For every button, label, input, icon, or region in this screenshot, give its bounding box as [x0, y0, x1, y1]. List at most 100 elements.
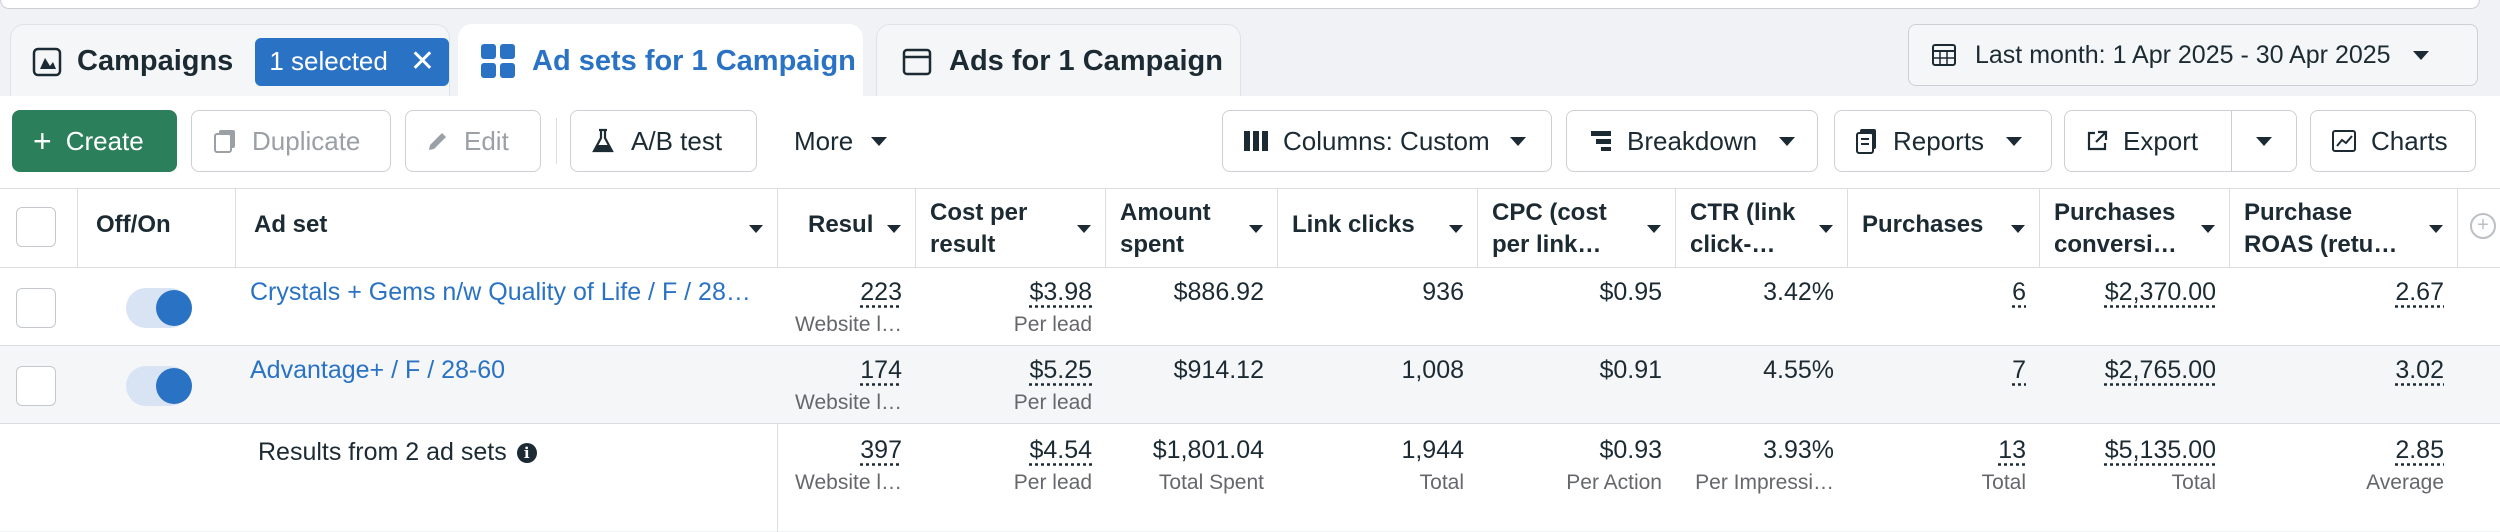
cost-sub: Per lead: [1013, 391, 1092, 414]
purchases-value[interactable]: 6: [2012, 278, 2026, 306]
header-cpc[interactable]: CPC (cost per link…: [1478, 189, 1676, 267]
header-cost-line2: result: [930, 231, 996, 258]
chevron-down-icon: [2006, 136, 2023, 146]
chevron-down-icon: [2412, 50, 2429, 60]
header-conv-line2: conversi…: [2054, 231, 2177, 258]
header-off-on-label: Off/On: [96, 211, 171, 238]
export-button[interactable]: Export: [2064, 110, 2232, 172]
row-toggle[interactable]: [126, 366, 192, 406]
summary-results-cell: 397 Website l…: [778, 436, 916, 495]
breakdown-label: Breakdown: [1627, 125, 1758, 156]
summary-conv-sub: Total: [2171, 471, 2216, 494]
ab-test-button[interactable]: A/B test: [570, 110, 757, 172]
row-toggle[interactable]: [126, 288, 192, 328]
cost-sub: Per lead: [1013, 313, 1092, 336]
summary-cpc-value: $0.93: [1599, 436, 1662, 464]
cost-value[interactable]: $5.25: [1029, 356, 1092, 384]
summary-amount-value: $1,801.04: [1152, 436, 1264, 464]
summary-purchases-value[interactable]: 13: [1998, 436, 2026, 464]
edit-button[interactable]: Edit: [405, 110, 541, 172]
header-amount-line2: spent: [1120, 231, 1185, 258]
summary-row: Results from 2 ad sets i 397 Website l… …: [0, 423, 2500, 532]
edit-label: Edit: [464, 125, 509, 156]
header-purchase-roas[interactable]: Purchase ROAS (retu…: [2230, 189, 2458, 267]
select-all-checkbox[interactable]: [16, 207, 56, 247]
row-checkbox[interactable]: [16, 366, 56, 406]
charts-button[interactable]: Charts: [2310, 110, 2476, 172]
create-button[interactable]: + Create: [12, 110, 177, 172]
breakdown-button[interactable]: Breakdown: [1566, 110, 1818, 172]
summary-cost-value[interactable]: $4.54: [1029, 436, 1092, 464]
date-range-picker[interactable]: Last month: 1 Apr 2025 - 30 Apr 2025: [1908, 24, 2478, 86]
more-label: More: [794, 125, 854, 156]
header-ctr[interactable]: CTR (link click-…: [1676, 189, 1848, 267]
campaign-flag-icon: [29, 44, 65, 80]
tab-adsets[interactable]: Ad sets for 1 Campaign: [458, 24, 863, 98]
tab-campaigns[interactable]: Campaigns 1 selected ✕: [10, 24, 450, 98]
duplicate-icon: [212, 128, 238, 154]
duplicate-button[interactable]: Duplicate: [191, 110, 391, 172]
purchases-conv-value[interactable]: $2,370.00: [2104, 278, 2216, 306]
purchases-value[interactable]: 7: [2012, 356, 2026, 384]
header-purchases[interactable]: Purchases: [1848, 189, 2040, 267]
header-link-clicks[interactable]: Link clicks: [1278, 189, 1478, 267]
header-ctr-line1: CTR (link: [1690, 199, 1796, 226]
tab-ads[interactable]: Ads for 1 Campaign: [876, 24, 1241, 98]
info-icon[interactable]: i: [516, 442, 537, 463]
ad-set-name-link[interactable]: Crystals + Gems n/w Quality of Life / F …: [250, 278, 751, 306]
chevron-down-icon: [871, 136, 888, 146]
summary-conv-cell: $5,135.00 Total: [2040, 436, 2230, 495]
summary-link-cell: 1,944 Total: [1278, 436, 1478, 495]
cost-value[interactable]: $3.98: [1029, 278, 1092, 306]
chevron-down-icon: [1779, 136, 1796, 146]
summary-results-value[interactable]: 397: [860, 436, 902, 464]
purchase-roas-value[interactable]: 2.67: [2395, 278, 2444, 306]
export-label: Export: [2123, 125, 2199, 156]
more-button[interactable]: More: [778, 110, 908, 172]
tab-adsets-label: Ad sets for 1 Campaign: [532, 44, 856, 77]
header-off-on[interactable]: Off/On: [78, 189, 236, 267]
table-row[interactable]: Crystals + Gems n/w Quality of Life / F …: [0, 267, 2500, 345]
header-cpc-line1: CPC (cost: [1492, 199, 1607, 226]
header-conv-line1: Purchases: [2054, 199, 2176, 226]
results-sub: Website l…: [795, 313, 902, 336]
results-value[interactable]: 174: [860, 356, 902, 384]
header-amount-line1: Amount: [1120, 199, 1211, 226]
plus-icon: +: [33, 122, 52, 159]
summary-roas-value[interactable]: 2.85: [2395, 436, 2444, 464]
summary-amount-sub: Total Spent: [1158, 471, 1264, 494]
header-ctr-line2: click-…: [1690, 231, 1776, 258]
export-options-button[interactable]: [2231, 110, 2297, 172]
breakdown-icon: [1589, 129, 1613, 153]
summary-ctr-value: 3.93%: [1763, 436, 1834, 464]
sort-caret-icon: [1449, 225, 1463, 233]
ad-set-name-link[interactable]: Advantage+ / F / 28-60: [250, 356, 506, 384]
summary-cpc-sub: Per Action: [1566, 471, 1662, 494]
chevron-down-icon: [1509, 136, 1526, 146]
header-results[interactable]: Resul: [778, 189, 916, 267]
cpc-value: $0.95: [1599, 278, 1662, 306]
link-clicks-value: 936: [1422, 278, 1464, 306]
summary-conv-value[interactable]: $5,135.00: [2104, 436, 2216, 464]
table-row[interactable]: Advantage+ / F / 28-60 174 Website l… $5…: [0, 345, 2500, 423]
header-amount-spent[interactable]: Amount spent: [1106, 189, 1278, 267]
sort-caret-icon: [2429, 225, 2443, 233]
results-value[interactable]: 223: [860, 278, 902, 306]
clear-selection-icon[interactable]: ✕: [409, 45, 435, 78]
header-roas-line2: ROAS (retu…: [2244, 231, 2398, 258]
chart-icon: [2331, 129, 2357, 153]
selected-badge[interactable]: 1 selected ✕: [255, 37, 449, 86]
summary-purchases-sub: Total: [1981, 471, 2026, 494]
ad-window-icon: [899, 44, 935, 80]
sort-caret-icon: [1249, 225, 1263, 233]
header-cost-per-result[interactable]: Cost per result: [916, 189, 1106, 267]
purchase-roas-value[interactable]: 3.02: [2395, 356, 2444, 384]
row-checkbox[interactable]: [16, 288, 56, 328]
columns-button[interactable]: Columns: Custom: [1222, 110, 1552, 172]
header-purchases-conv[interactable]: Purchases conversi…: [2040, 189, 2230, 267]
reports-button[interactable]: Reports: [1834, 110, 2052, 172]
purchases-conv-value[interactable]: $2,765.00: [2104, 356, 2216, 384]
header-ad-set[interactable]: Ad set: [236, 189, 778, 267]
amount-spent-value: $886.92: [1173, 278, 1264, 306]
add-column-icon[interactable]: +: [2470, 213, 2496, 239]
